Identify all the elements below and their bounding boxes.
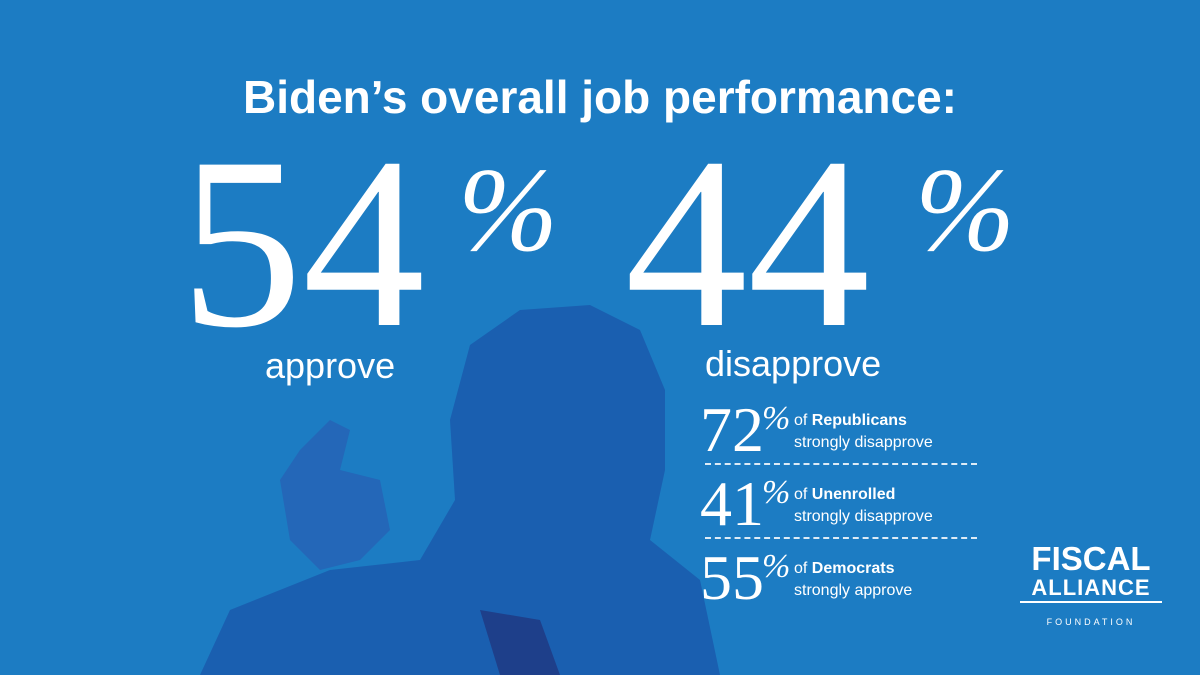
title: Biden’s overall job performance: <box>242 71 958 123</box>
divider <box>705 463 977 465</box>
sub-note: strongly disapprove <box>794 434 933 451</box>
logo-line: FOUNDATION <box>1046 617 1136 627</box>
sub-group: Unenrolled <box>811 486 896 503</box>
stat-value: 54 <box>180 107 425 378</box>
logo-line: FISCAL <box>1031 540 1151 577</box>
sub-note: strongly approve <box>794 582 913 599</box>
stat-sign: % <box>915 143 1015 276</box>
sub-sign: % <box>762 548 791 585</box>
stat-label: disapprove <box>705 343 882 384</box>
hand <box>280 420 390 570</box>
sub-text: of Unenrolled <box>794 484 895 506</box>
sub-sign: % <box>762 400 791 437</box>
sub-note: strongly disapprove <box>794 508 933 525</box>
logo: FISCAL ALLIANCE FOUNDATION <box>1020 540 1162 627</box>
sub-value: 72 <box>700 394 764 465</box>
sub-prefix: of <box>794 560 808 577</box>
stat-label: approve <box>265 345 396 386</box>
sub-text: of Democrats <box>794 558 895 580</box>
stat-sign: % <box>458 143 558 276</box>
divider <box>705 537 977 539</box>
sub-group: Republicans <box>811 412 907 429</box>
sub-sign: % <box>762 474 791 511</box>
logo-line: ALLIANCE <box>1020 575 1162 603</box>
sub-prefix: of <box>794 486 808 503</box>
sub-value: 41 <box>700 468 764 539</box>
sub-prefix: of <box>794 412 808 429</box>
sub-text: of Republicans <box>794 410 907 432</box>
tie <box>480 610 560 675</box>
sub-value: 55 <box>700 542 764 613</box>
stat-value: 44 <box>625 107 870 378</box>
figure <box>200 305 720 675</box>
sub-group: Democrats <box>811 560 895 577</box>
